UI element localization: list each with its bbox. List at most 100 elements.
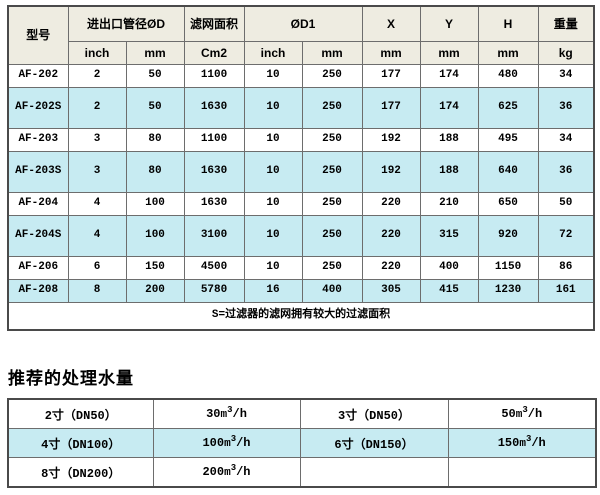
cell-size-label [447, 457, 597, 488]
flow-table-body: 2寸（DN50） 30m3/h 3寸（DN50） 50m3/h 4寸（DN100） 100… [7, 398, 597, 488]
cell-value: 10 [243, 215, 303, 257]
cell-value: 177 [361, 87, 421, 129]
cell-value: 495 [477, 128, 539, 152]
spec-table-footer: S=过滤器的滤网拥有较大的过滤面积 [7, 302, 595, 331]
cell-value: 220 [361, 215, 421, 257]
cell-value: 625 [477, 87, 539, 129]
cell-value: 1630 [183, 151, 245, 193]
cell-value: 174 [419, 64, 479, 88]
cell-value: 1230 [477, 279, 539, 303]
cell-size-label: 3寸（DN50） [299, 398, 449, 429]
flow-value: 50 [501, 407, 516, 421]
cell-flow-rate: 150m3/h [447, 428, 597, 458]
flow-value: 200 [202, 465, 225, 479]
cell-flow-rate: 100m3/h [152, 428, 301, 458]
table-row: AF-204 4 100 1630 10 250 220 210 650 50 [7, 192, 595, 216]
flow-value: 100 [202, 436, 225, 450]
unit-meter: m [224, 467, 231, 479]
cell-model: AF-202 [7, 64, 69, 88]
column-header-port-diameter: 进出口管径ØD [67, 5, 185, 42]
cell-value: 192 [361, 151, 421, 193]
cell-value: 8 [67, 279, 127, 303]
cell-value: 400 [301, 279, 363, 303]
cell-value: 100 [125, 215, 185, 257]
flow-value: 150 [497, 436, 520, 450]
cell-size-label: 6寸（DN150） [299, 428, 449, 458]
cell-value: 920 [477, 215, 539, 257]
cell-value: 210 [419, 192, 479, 216]
cell-value: 250 [301, 215, 363, 257]
cell-model: AF-204S [7, 215, 69, 257]
cell-value: 415 [419, 279, 479, 303]
cell-value: 1100 [183, 128, 245, 152]
header-unit-row: inch mm Cm2 inch mm mm mm mm kg [8, 41, 595, 65]
column-header-h: H [477, 5, 539, 42]
cell-value: 150 [125, 256, 185, 280]
cell-flow-rate: 200m3/h [152, 457, 301, 488]
flow-section-title: 推荐的处理水量 [8, 369, 134, 388]
cell-value: 72 [537, 215, 595, 257]
cell-value: 16 [243, 279, 303, 303]
table-row: 4寸（DN100） 100m3/h 6寸（DN150） 150m3/h [7, 428, 597, 458]
cell-value: 10 [243, 192, 303, 216]
cell-value: 1630 [183, 192, 245, 216]
cell-model: AF-203 [7, 128, 69, 152]
cell-value: 161 [537, 279, 595, 303]
cell-value: 3 [67, 151, 127, 193]
cell-value: 100 [125, 192, 185, 216]
cell-size-label: 4寸（DN100） [7, 428, 154, 458]
column-header-screen-area: 滤网面积 [183, 5, 245, 42]
cell-value: 34 [537, 128, 595, 152]
unit-meter: m [519, 438, 526, 450]
unit-exponent: 3 [227, 405, 233, 415]
unit-header-mm-port: mm [125, 41, 185, 65]
cell-value: 36 [537, 87, 595, 129]
unit-exponent: 3 [522, 405, 528, 415]
unit-per-hour: /h [236, 465, 251, 479]
cell-value: 250 [301, 151, 363, 193]
cell-value: 80 [125, 151, 185, 193]
unit-header-cm2: Cm2 [183, 41, 245, 65]
column-header-x: X [361, 5, 421, 42]
unit-header-mm-x: mm [361, 41, 421, 65]
cell-size-label [299, 457, 449, 488]
unit-meter: m [220, 409, 228, 421]
flow-table-container: 2寸（DN50） 30m3/h 3寸（DN50） 50m3/h 4寸（DN100） 100… [7, 398, 597, 488]
cell-value: 10 [243, 87, 303, 129]
cell-value: 10 [243, 151, 303, 193]
cell-value: 4 [67, 215, 127, 257]
cell-value: 50 [125, 64, 185, 88]
cell-value: 1150 [477, 256, 539, 280]
cell-value: 36 [537, 151, 595, 193]
unit-per-hour: /h [232, 407, 247, 421]
column-header-d1: ØD1 [243, 5, 363, 42]
cell-value: 6 [67, 256, 127, 280]
unit-meter: m [224, 438, 231, 450]
table-row: 2寸（DN50） 30m3/h 3寸（DN50） 50m3/h [7, 398, 597, 429]
unit-header-kg: kg [537, 41, 595, 65]
cell-value: 50 [125, 87, 185, 129]
table-row: AF-202S 2 50 1630 10 250 177 174 625 36 [7, 87, 595, 129]
cell-value: 50 [537, 192, 595, 216]
cell-value: 1100 [183, 64, 245, 88]
cell-model: AF-204 [7, 192, 69, 216]
table-row: AF-203 3 80 1100 10 250 192 188 495 34 [7, 128, 595, 152]
cell-value: 4 [67, 192, 127, 216]
unit-meter: m [515, 409, 523, 421]
unit-per-hour: /h [527, 407, 543, 421]
cell-size-label: 8寸（DN200） [7, 457, 154, 488]
cell-value: 10 [243, 256, 303, 280]
unit-header-mm-h: mm [477, 41, 539, 65]
cell-value: 177 [361, 64, 421, 88]
cell-value: 650 [477, 192, 539, 216]
flow-value: 30 [206, 407, 221, 421]
cell-value: 200 [125, 279, 185, 303]
unit-header-mm-d1: mm [301, 41, 363, 65]
spec-table-container: 型号 进出口管径ØD 滤网面积 ØD1 X Y H 重量 inch mm Cm2… [7, 5, 596, 331]
column-header-y: Y [419, 5, 479, 42]
specification-table: 型号 进出口管径ØD 滤网面积 ØD1 X Y H 重量 inch mm Cm2… [7, 5, 596, 331]
cell-value: 3 [67, 128, 127, 152]
table-row: AF-204S 4 100 3100 10 250 220 315 920 72 [7, 215, 595, 257]
column-header-weight: 重量 [537, 5, 595, 42]
table-row: AF-206 6 150 4500 10 250 220 400 1150 86 [7, 256, 595, 280]
